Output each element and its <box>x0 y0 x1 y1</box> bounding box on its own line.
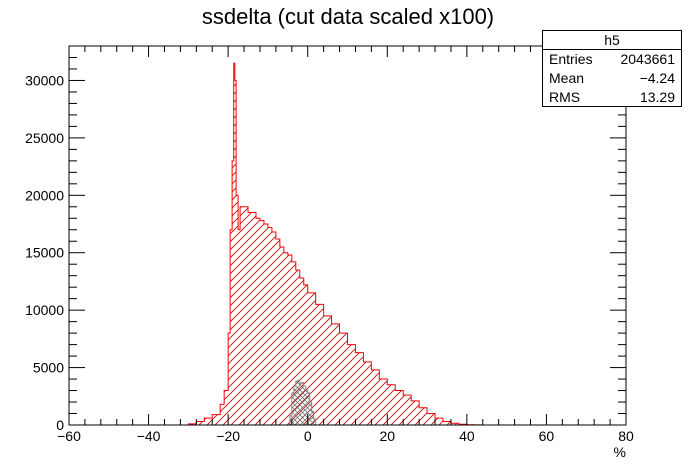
series-1-line <box>287 379 317 426</box>
x-tick-label: −60 <box>57 428 81 444</box>
plot-frame <box>68 45 627 426</box>
chart-title: ssdelta (cut data scaled x100) <box>201 4 495 29</box>
stats-box: h5 Entries 2043661 Mean −4.24 RMS 13.29 <box>542 30 682 107</box>
x-tick-label: 0 <box>304 428 312 444</box>
stats-name: h5 <box>543 31 681 50</box>
series-1-fill <box>287 380 316 425</box>
x-axis-label: % <box>614 444 626 460</box>
stats-entries-label: Entries <box>549 51 593 67</box>
stats-mean-row: Mean −4.24 <box>543 69 681 88</box>
x-tick-label: 80 <box>618 428 634 444</box>
y-tick-label: 10000 <box>25 302 64 318</box>
y-tick-label: 20000 <box>25 187 64 203</box>
y-tick-label: 25000 <box>25 130 64 146</box>
y-tick-label: 30000 <box>25 72 64 88</box>
stats-rms-label: RMS <box>549 89 581 105</box>
stats-rms-row: RMS 13.29 <box>543 88 681 107</box>
stats-rms-value: 13.29 <box>639 89 675 105</box>
x-tick-label: −20 <box>216 428 240 444</box>
stats-mean-label: Mean <box>549 70 585 86</box>
x-tick-label: 60 <box>539 428 555 444</box>
y-tick-label: 5000 <box>33 360 64 376</box>
stats-mean-value: −4.24 <box>639 70 675 86</box>
x-tick-label: 20 <box>379 428 395 444</box>
series-0-line <box>180 62 507 426</box>
x-tick-label: −40 <box>137 428 161 444</box>
x-tick-label: 40 <box>459 428 475 444</box>
series-0-fill <box>180 63 507 426</box>
y-tick-label: 15000 <box>25 245 64 261</box>
y-tick-label: 0 <box>56 417 64 433</box>
stats-entries-value: 2043661 <box>620 51 675 67</box>
stats-entries-row: Entries 2043661 <box>543 50 681 69</box>
